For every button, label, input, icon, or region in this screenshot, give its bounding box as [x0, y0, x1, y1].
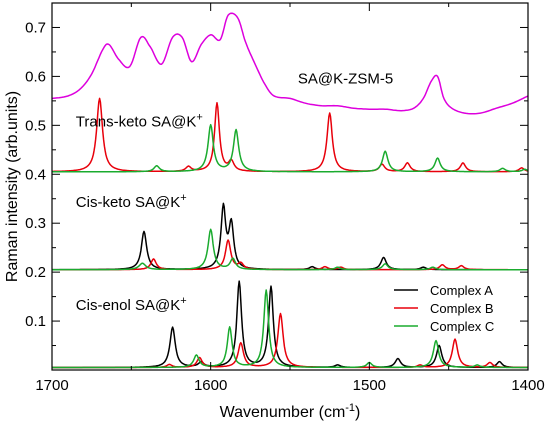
y-axis-title: Raman intensity (arb.units)	[4, 91, 21, 282]
y-tick-label: 0.7	[25, 19, 46, 36]
y-tick-label: 0.5	[25, 117, 46, 134]
series-annotation: Cis-enol SA@K+	[76, 295, 187, 314]
y-tick-label: 0.2	[25, 264, 46, 281]
series-line-2	[52, 123, 529, 173]
legend-label: Complex A	[430, 283, 493, 298]
series-annotation: Trans-keto SA@K+	[76, 111, 203, 130]
series-annotation: Cis-keto SA@K+	[76, 192, 187, 211]
y-tick-label: 0.3	[25, 215, 46, 232]
series-line-4	[52, 239, 528, 271]
y-tick-label: 0.4	[25, 166, 46, 183]
x-tick-label: 1400	[511, 377, 544, 394]
y-tick-label: 0.1	[25, 313, 46, 330]
legend-label: Complex C	[430, 319, 494, 334]
series-line-0	[51, 12, 529, 115]
x-tick-label: 1700	[35, 377, 68, 394]
legend-label: Complex B	[430, 301, 494, 316]
series-line-1	[52, 97, 529, 173]
series-annotation: SA@K-ZSM-5	[298, 71, 393, 88]
y-tick-label: 0.6	[25, 68, 46, 85]
legend: Complex A Complex B Complex C	[394, 283, 494, 334]
series-line-3	[52, 202, 528, 271]
annotations: SA@K-ZSM-5 Trans-keto SA@K+ Cis-keto SA@K+…	[76, 71, 393, 314]
x-tick-label: 1500	[353, 377, 386, 394]
series-line-5	[52, 228, 528, 271]
axis-ticks: 1700 1600 1500 1400 0.1 0.2 0.3 0.4 0.5 0.6 0.7	[25, 2, 545, 394]
x-axis-title: Wavenumber (cm-1)	[220, 402, 361, 421]
x-tick-label: 1600	[194, 377, 227, 394]
